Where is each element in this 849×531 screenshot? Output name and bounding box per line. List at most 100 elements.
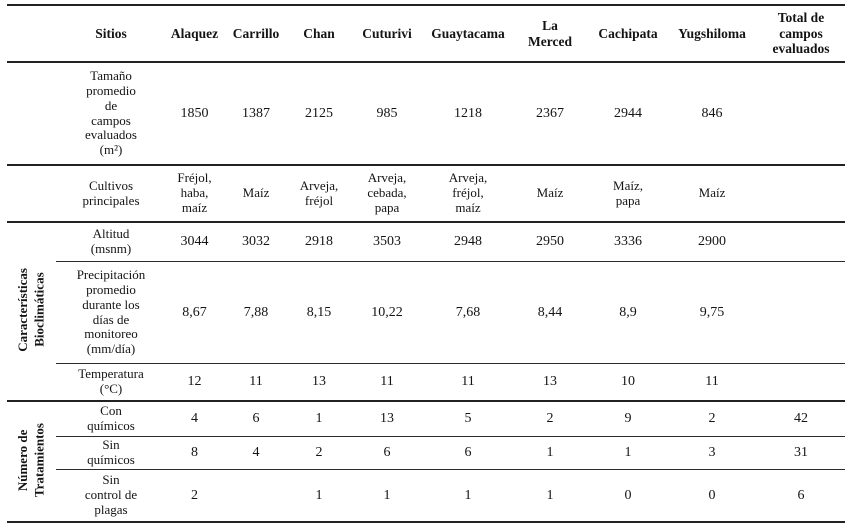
sites-characteristics-table: Sitios Alaquez Carrillo Chan Cuturivi Gu…	[7, 4, 845, 523]
total-cell: 42	[757, 401, 845, 437]
data-cell: 2944	[589, 62, 667, 166]
sitios-header: Sitios	[56, 5, 166, 63]
header-row: Sitios Alaquez Carrillo Chan Cuturivi Gu…	[7, 5, 845, 63]
data-cell: 1	[511, 469, 589, 523]
data-cell: 3	[667, 436, 757, 470]
data-cell: 6	[425, 436, 511, 470]
data-cell: 4	[223, 436, 289, 470]
data-cell: 13	[349, 401, 425, 437]
table-row-temperatura: Temperatura (°C) 12 11 13 11 11 13 10 11	[7, 363, 845, 402]
data-cell: Maíz, papa	[589, 165, 667, 223]
row-label: Sin químicos	[56, 436, 166, 470]
data-cell: 2	[667, 401, 757, 437]
site-header-carrillo: Carrillo	[223, 5, 289, 63]
data-cell: 3336	[589, 222, 667, 262]
site-header-yugshiloma: Yugshiloma	[667, 5, 757, 63]
table-row-cultivos: Cultivos principales Fréjol, haba, maíz …	[7, 165, 845, 223]
data-cell: 8	[166, 436, 223, 470]
data-cell: 8,67	[166, 261, 223, 364]
group-spacer	[7, 62, 56, 166]
row-label: Tamaño promedio de campos evaluados (m²)	[56, 62, 166, 166]
row-label: Precipitación promedio durante los días …	[56, 261, 166, 364]
data-cell: 11	[349, 363, 425, 402]
data-cell: 1	[289, 401, 349, 437]
row-label: Altitud (msnm)	[56, 222, 166, 262]
site-header-cachipata: Cachipata	[589, 5, 667, 63]
data-cell: 10	[589, 363, 667, 402]
site-header-cuturivi: Cuturivi	[349, 5, 425, 63]
data-cell: 8,15	[289, 261, 349, 364]
data-cell: 5	[425, 401, 511, 437]
total-cell: 6	[757, 469, 845, 523]
data-cell: 2900	[667, 222, 757, 262]
data-cell: 1	[511, 436, 589, 470]
data-cell	[223, 469, 289, 523]
data-cell: 10,22	[349, 261, 425, 364]
data-cell: 13	[289, 363, 349, 402]
data-cell: 846	[667, 62, 757, 166]
data-cell: 2	[289, 436, 349, 470]
data-cell: 1218	[425, 62, 511, 166]
data-cell: 1	[425, 469, 511, 523]
data-cell: Arveja, fréjol, maíz	[425, 165, 511, 223]
site-header-guaytacama: Guaytacama	[425, 5, 511, 63]
group-label-text: Características Bioclimáticas	[15, 267, 47, 352]
data-cell: 9	[589, 401, 667, 437]
data-cell: 1387	[223, 62, 289, 166]
data-cell: 2	[166, 469, 223, 523]
data-cell: 2	[511, 401, 589, 437]
row-label: Cultivos principales	[56, 165, 166, 223]
row-label: Temperatura (°C)	[56, 363, 166, 402]
data-cell: Arveja, cebada, papa	[349, 165, 425, 223]
total-cell	[757, 261, 845, 364]
table-row-con-quimicos: Número de Tratamientos Con químicos 4 6 …	[7, 401, 845, 523]
table-row-sin-quimicos: Sin químicos 8 4 2 6 6 1 1 3 31	[7, 436, 845, 470]
total-cell	[757, 363, 845, 402]
total-cell	[757, 165, 845, 223]
group-spacer	[7, 165, 56, 223]
data-cell: 3032	[223, 222, 289, 262]
group-label-tratamientos: Número de Tratamientos	[7, 401, 56, 523]
data-cell: 2950	[511, 222, 589, 262]
data-cell: 8,9	[589, 261, 667, 364]
data-cell: 12	[166, 363, 223, 402]
site-header-chan: Chan	[289, 5, 349, 63]
data-cell: 1	[289, 469, 349, 523]
table-row-altitud: Características Bioclimáticas Altitud (m…	[7, 222, 845, 402]
data-cell: 8,44	[511, 261, 589, 364]
data-cell: 2367	[511, 62, 589, 166]
data-cell: 2125	[289, 62, 349, 166]
row-label: Sin control de plagas	[56, 469, 166, 523]
data-cell: 11	[425, 363, 511, 402]
site-header-alaquez: Alaquez	[166, 5, 223, 63]
data-cell: 3503	[349, 222, 425, 262]
data-cell: Maíz	[511, 165, 589, 223]
data-cell: 0	[667, 469, 757, 523]
data-cell: 7,88	[223, 261, 289, 364]
data-cell: 1	[589, 436, 667, 470]
data-cell: 2948	[425, 222, 511, 262]
group-label-bioclimaticas: Características Bioclimáticas	[7, 222, 56, 402]
data-cell: 7,68	[425, 261, 511, 364]
total-cell	[757, 62, 845, 166]
data-cell: 1	[349, 469, 425, 523]
data-cell: 11	[667, 363, 757, 402]
data-cell: 0	[589, 469, 667, 523]
group-label-text: Número de Tratamientos	[15, 422, 47, 497]
table-row-sin-control-plagas: Sin control de plagas 2 1 1 1 1 0 0 6	[7, 469, 845, 523]
total-header: Total de campos evaluados	[757, 5, 845, 63]
data-cell: 1850	[166, 62, 223, 166]
data-cell: 11	[223, 363, 289, 402]
data-cell: 13	[511, 363, 589, 402]
data-cell: Arveja, fréjol	[289, 165, 349, 223]
data-cell: Maíz	[223, 165, 289, 223]
data-cell: 9,75	[667, 261, 757, 364]
data-cell: Maíz	[667, 165, 757, 223]
data-cell: Fréjol, haba, maíz	[166, 165, 223, 223]
data-cell: 985	[349, 62, 425, 166]
corner-cell	[7, 5, 56, 63]
data-cell: 6	[349, 436, 425, 470]
data-cell: 3044	[166, 222, 223, 262]
total-cell: 31	[757, 436, 845, 470]
